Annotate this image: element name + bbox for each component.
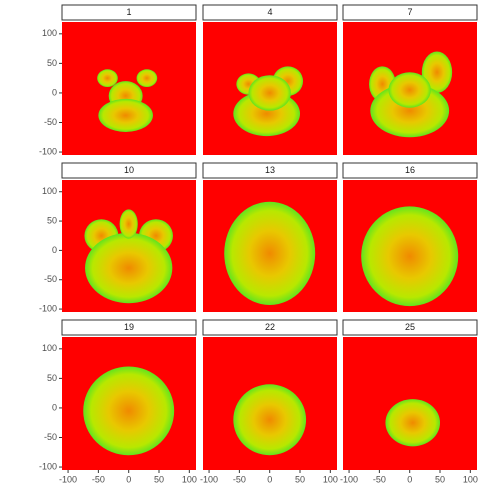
brain-slice bbox=[84, 209, 173, 304]
x-tick-label: 100 bbox=[463, 474, 478, 484]
x-tick-label: 0 bbox=[267, 474, 272, 484]
strip-label: 10 bbox=[124, 165, 134, 175]
strip bbox=[342, 319, 478, 336]
x-tick-label: -50 bbox=[233, 474, 246, 484]
slice-region bbox=[248, 75, 291, 111]
slice-region bbox=[85, 232, 173, 304]
x-tick-label: -100 bbox=[200, 474, 218, 484]
x-tick-label: -50 bbox=[373, 474, 386, 484]
y-tick-label: 100 bbox=[42, 186, 57, 196]
strip-label: 22 bbox=[265, 322, 275, 332]
brain-slice bbox=[83, 366, 175, 456]
y-tick-label: 100 bbox=[42, 343, 57, 353]
brain-slice bbox=[385, 399, 441, 447]
x-tick-label: 0 bbox=[126, 474, 131, 484]
x-tick-label: -100 bbox=[59, 474, 77, 484]
strip bbox=[342, 162, 478, 179]
strip-label: 19 bbox=[124, 322, 134, 332]
y-tick-label: 50 bbox=[47, 58, 57, 68]
x-tick-label: 100 bbox=[182, 474, 197, 484]
x-tick-label: -50 bbox=[92, 474, 105, 484]
slice-region bbox=[224, 201, 316, 305]
y-tick-label: -100 bbox=[39, 461, 57, 471]
strip-label: 4 bbox=[267, 7, 272, 17]
x-tick-label: 100 bbox=[323, 474, 338, 484]
strip-label: 7 bbox=[407, 7, 412, 17]
slice-region bbox=[97, 69, 118, 88]
strip-label: 13 bbox=[265, 165, 275, 175]
slice-region bbox=[83, 366, 175, 456]
brain-slice bbox=[233, 384, 307, 456]
slice-region bbox=[421, 51, 453, 93]
slice-region bbox=[370, 84, 450, 138]
y-tick-label: 0 bbox=[52, 245, 57, 255]
strip bbox=[61, 4, 197, 21]
slice-region bbox=[98, 98, 153, 132]
slice-region bbox=[233, 384, 307, 456]
brain-slice bbox=[97, 69, 158, 132]
strip-label: 16 bbox=[405, 165, 415, 175]
slice-region bbox=[388, 72, 431, 108]
y-tick-label: 50 bbox=[47, 215, 57, 225]
brain-slice bbox=[224, 201, 316, 305]
slice-region bbox=[361, 206, 459, 307]
strip-label: 25 bbox=[405, 322, 415, 332]
strip bbox=[61, 162, 197, 179]
y-tick-label: 0 bbox=[52, 402, 57, 412]
strip bbox=[202, 319, 338, 336]
x-tick-label: -100 bbox=[340, 474, 358, 484]
brain-slice bbox=[369, 51, 453, 138]
y-tick-label: -100 bbox=[39, 146, 57, 156]
slice-region bbox=[119, 209, 138, 239]
strip bbox=[61, 319, 197, 336]
x-tick-label: 50 bbox=[435, 474, 445, 484]
y-tick-label: -50 bbox=[44, 117, 57, 127]
y-tick-label: 0 bbox=[52, 87, 57, 97]
strip-label: 1 bbox=[126, 7, 131, 17]
slice-region bbox=[136, 69, 158, 88]
y-tick-label: -50 bbox=[44, 432, 57, 442]
brain-slice bbox=[233, 66, 304, 137]
strip bbox=[202, 4, 338, 21]
y-tick-label: 50 bbox=[47, 373, 57, 383]
y-tick-label: -100 bbox=[39, 303, 57, 313]
x-tick-label: 50 bbox=[295, 474, 305, 484]
x-tick-label: 50 bbox=[154, 474, 164, 484]
y-tick-label: -50 bbox=[44, 274, 57, 284]
strip bbox=[342, 4, 478, 21]
x-tick-label: 0 bbox=[407, 474, 412, 484]
slice-region bbox=[385, 399, 441, 447]
y-tick-label: 100 bbox=[42, 28, 57, 38]
strip bbox=[202, 162, 338, 179]
brain-slice bbox=[361, 206, 459, 307]
